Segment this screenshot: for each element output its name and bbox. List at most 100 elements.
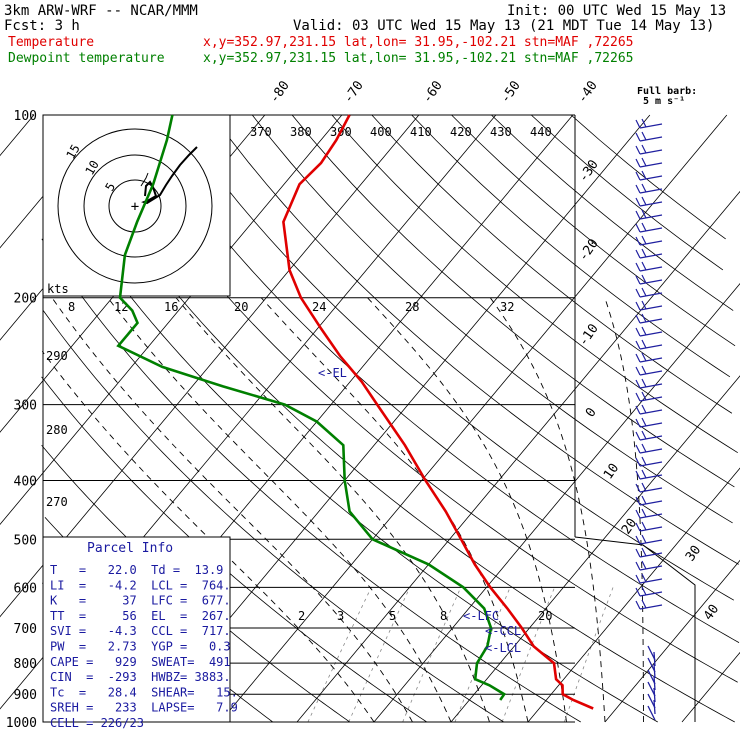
parcel-row-8: Tc = 28.4 SHEAR= 15. <box>50 685 238 699</box>
wind-barb-flag <box>635 418 641 428</box>
temperature-location: x,y=352.97,231.15 lat,lon= 31.95,-102.21… <box>203 35 633 50</box>
mixing-ratio-2 <box>307 587 372 723</box>
dry-adiabat-400 <box>371 114 733 414</box>
pressure-label-900: 900 <box>14 688 37 703</box>
wind-barb-flag <box>641 456 647 466</box>
wind-barb-flag <box>641 287 647 297</box>
parcel-info-title: Parcel Info <box>87 541 173 556</box>
wind-barb <box>639 331 663 337</box>
level-marker-lfc: <-LFC <box>463 609 499 623</box>
wind-barb-flag <box>635 236 641 246</box>
wind-barb-flag <box>635 457 641 467</box>
wind-barb <box>639 461 663 467</box>
wind-barb <box>639 474 663 480</box>
dry-adiabat-440 <box>530 114 724 271</box>
isotherm-30 <box>604 559 740 723</box>
wind-barb-flag <box>635 574 641 584</box>
dry-adiabat-370 <box>251 114 733 524</box>
wind-barb <box>639 422 663 428</box>
pressure-label-400: 400 <box>14 474 37 489</box>
wind-barb-flag <box>641 352 647 362</box>
parcel-row-2: K = 37 LFC = 677. <box>50 594 231 608</box>
dry-adiabat-label-270: 270 <box>46 495 68 509</box>
wind-barb <box>639 149 663 155</box>
wind-barb-flag <box>641 599 647 609</box>
isotherm-label--30: -30 <box>576 157 602 185</box>
wind-barb <box>639 253 663 259</box>
wind-barb <box>639 500 663 506</box>
wind-barb <box>639 526 663 532</box>
temperature-profile <box>282 114 594 710</box>
pressure-label-800: 800 <box>14 657 37 672</box>
dry-adiabat-280 <box>41 376 427 723</box>
wind-barb <box>639 123 663 129</box>
wind-barb-flag <box>635 483 641 493</box>
moist-adiabat-0 <box>41 350 375 723</box>
mixing-ratio-12 <box>501 587 555 723</box>
dewpoint-location: x,y=352.97,231.15 lat,lon= 31.95,-102.21… <box>203 51 633 66</box>
wind-barb-flag <box>641 326 647 336</box>
hodo-ring-label-15: 15 <box>63 142 82 162</box>
wind-barb-flag <box>641 469 647 479</box>
wind-barb-flag <box>635 223 641 233</box>
isotherm-label-0: 0 <box>583 405 600 420</box>
dewpoint-profile <box>116 114 507 701</box>
wind-barb-flag <box>641 521 647 531</box>
wind-barb <box>639 279 663 285</box>
barb-legend-line2: 5 m s⁻¹ <box>643 96 685 107</box>
wind-barb <box>639 175 663 181</box>
pressure-label-500: 500 <box>14 533 37 548</box>
parcel-row-10: CELL = 226/23 <box>50 716 144 730</box>
isotherm-label-30: 30 <box>683 543 704 564</box>
wind-barb-flag <box>641 196 647 206</box>
wind-barb-flag <box>641 339 647 349</box>
hodograph: 15 10 5 + kts <box>42 114 231 297</box>
barb-legend-line1: Full barb: <box>637 86 697 97</box>
wind-barb-low <box>647 705 656 721</box>
theta-label-420: 420 <box>450 125 472 139</box>
mixing-ratio-label-20: 20 <box>538 609 552 623</box>
wind-barb-flag <box>635 288 641 298</box>
valid-time: Valid: 03 UTC Wed 15 May 13 (21 MDT Tue … <box>293 18 714 34</box>
isotherm-0 <box>373 283 740 723</box>
wind-barb <box>639 383 663 389</box>
dry-adiabat-420 <box>451 114 736 347</box>
wind-barb <box>639 578 663 584</box>
wind-barb-flag <box>635 210 641 220</box>
wind-barb <box>639 292 663 298</box>
mixing-ratio-label-8: 8 <box>440 609 447 623</box>
parcel-row-3: TT = 56 EL = 267. <box>50 609 231 623</box>
wind-barb <box>639 565 663 571</box>
hodo-axis-label-32: 32 <box>500 300 514 314</box>
dry-adiabat-360 <box>212 114 739 565</box>
dry-adiabat-label-280: 280 <box>46 423 68 437</box>
level-markers: <-EL <-LFC<-CCL <-LCL <box>318 366 521 655</box>
dry-adiabat-410 <box>411 114 731 378</box>
wind-barb <box>639 305 663 311</box>
wind-barb-flag <box>641 300 647 310</box>
theta-label-410: 410 <box>410 125 432 139</box>
pressure-label-100: 100 <box>14 109 37 124</box>
wind-barb-flag <box>641 235 647 245</box>
wind-barb-flag <box>635 184 641 194</box>
isotherm-40 <box>681 651 740 723</box>
isotherm-label--80: -80 <box>267 78 293 106</box>
wind-barb <box>639 136 663 142</box>
wind-barb <box>639 448 663 454</box>
isotherm-label--50: -50 <box>498 78 524 106</box>
wind-barb-flag <box>641 534 647 544</box>
parcel-info-box: Parcel Info T = 22.0 Td = 13.9LI = -4.2 … <box>42 536 238 730</box>
sounding-series <box>116 114 594 710</box>
parcel-row-4: SVI = -4.3 CCL = 717. <box>50 624 231 638</box>
hodo-units: kts <box>47 282 69 296</box>
pressure-label-200: 200 <box>14 292 37 307</box>
wind-barb-low <box>653 663 656 679</box>
wind-barb-flag <box>635 145 641 155</box>
mixing-ratio-label-5: 5 <box>389 609 396 623</box>
wind-barb-flag <box>635 587 641 597</box>
wind-barb-flag <box>641 365 647 375</box>
dry-adiabat-label-290: 290 <box>46 349 68 363</box>
wind-barb-flag <box>635 600 641 610</box>
hodo-axis-label-20: 20 <box>234 300 248 314</box>
